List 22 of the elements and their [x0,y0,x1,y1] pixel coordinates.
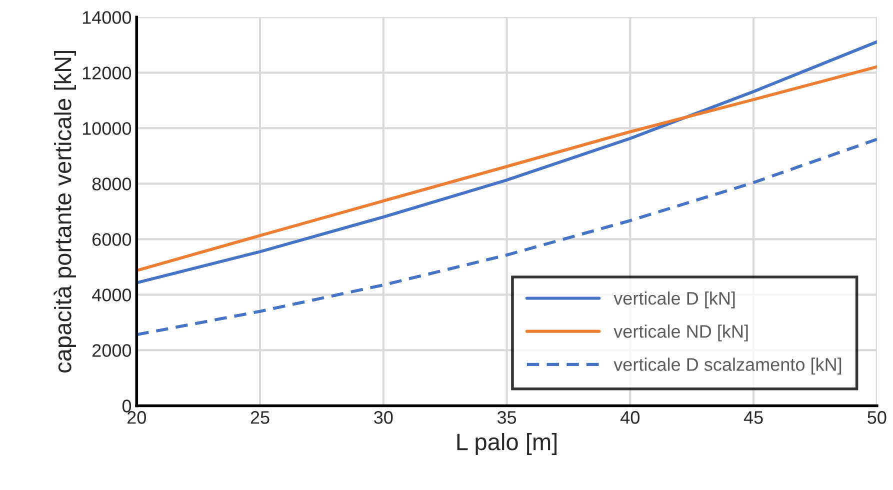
y-tick-label: 10000 [82,122,132,135]
x-tick-label: 40 [620,411,640,424]
y-tick-label: 12000 [82,66,132,80]
x-tick-label: 45 [744,411,763,424]
y-tick-label: 8000 [92,178,132,190]
y-tick-label: 14000 [82,11,132,24]
x-tick-label: 25 [250,411,270,424]
legend-label: verticale D [kN] [614,291,735,308]
x-tick-label: 35 [497,411,516,424]
y-tick-label: 6000 [92,233,132,246]
y-tick-label: 2000 [92,344,132,357]
y-tick-label: 4000 [92,288,132,302]
legend-label: verticale D scalzamento [kN] [614,358,842,374]
x-tick-label: 20 [127,411,146,424]
x-tick-label: 50 [868,411,886,424]
x-tick-label: 30 [374,411,393,424]
line-series [136,65,877,272]
legend-label: verticale ND [kN] [614,324,748,342]
y-tick-label: 0 [122,400,132,412]
y-axis-title: capacità portante verticale [kN] [54,51,76,372]
line-series [136,40,877,284]
x-axis-title: L palo [m] [457,432,556,455]
